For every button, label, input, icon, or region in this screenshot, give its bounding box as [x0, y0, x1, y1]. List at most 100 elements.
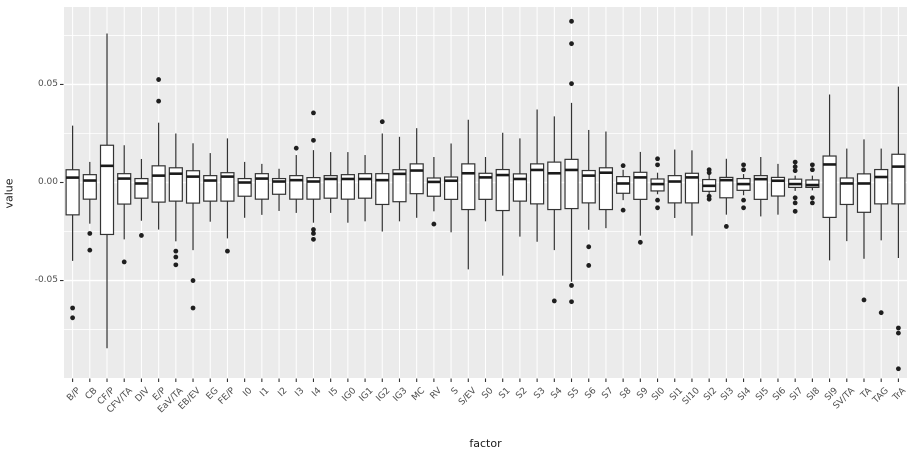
boxplot-outlier — [379, 119, 385, 125]
boxplot-box — [770, 176, 786, 197]
boxplot-outlier — [620, 207, 626, 213]
boxplot-box — [495, 168, 510, 212]
boxplot-outlier — [156, 77, 162, 82]
boxplot-outlier — [706, 170, 712, 176]
boxplot-outlier — [809, 200, 815, 206]
boxplot-outlier — [878, 310, 884, 316]
boxplot-outlier — [311, 110, 316, 116]
boxplot-outlier — [173, 262, 179, 268]
boxplot-outlier — [741, 205, 746, 211]
boxplot-outlier — [586, 263, 592, 268]
boxplot-box — [805, 179, 820, 189]
boxplot-outlier — [311, 137, 316, 143]
boxplot-box — [616, 176, 631, 194]
boxplot-box — [478, 172, 493, 200]
boxplot-outlier — [637, 239, 643, 245]
boxplot-outlier — [173, 248, 179, 254]
boxplot-outlier — [121, 259, 127, 265]
boxplot-box — [856, 173, 872, 213]
boxplot-outlier — [311, 227, 316, 232]
boxplot-box — [822, 155, 837, 219]
boxplot-box — [357, 173, 373, 199]
boxplot-box — [203, 175, 218, 202]
boxplot-outlier — [431, 221, 437, 227]
boxplot-outlier — [809, 162, 815, 168]
boxplot-outlier — [156, 98, 162, 104]
boxplot-box — [581, 169, 596, 204]
y-tick-label: 0.05 — [37, 78, 58, 89]
boxplot-outlier — [620, 163, 626, 169]
boxplot-outlier — [225, 248, 230, 254]
boxplot-box — [392, 169, 407, 203]
boxplot-outlier — [655, 162, 660, 168]
boxplot-box — [839, 177, 854, 206]
boxplot-box — [530, 163, 545, 205]
boxplot-box — [220, 172, 235, 202]
boxplot-outlier — [792, 164, 798, 170]
boxplot-outlier — [895, 366, 901, 372]
boxplot-box — [185, 170, 201, 204]
boxplot-outlier — [655, 197, 660, 203]
boxplot-box — [891, 153, 906, 205]
boxplot-outlier — [809, 195, 815, 201]
boxplot-outlier — [569, 41, 574, 47]
boxplot-box — [633, 171, 648, 200]
boxplot-box — [598, 167, 614, 211]
boxplot-outlier — [723, 224, 729, 229]
boxplot-outlier — [655, 156, 660, 162]
boxplot-box — [512, 173, 528, 202]
boxplot-outlier — [551, 298, 557, 304]
boxplot-box — [306, 176, 321, 200]
boxplot-box — [151, 165, 166, 203]
boxplot-box — [134, 177, 149, 199]
boxplot-outlier — [586, 244, 592, 250]
boxplot-box — [667, 175, 682, 204]
boxplot-box — [117, 173, 132, 205]
boxplot-box — [684, 172, 700, 204]
boxplot-outlier — [569, 299, 574, 305]
boxplot-outlier — [70, 305, 76, 311]
boxplot-box — [340, 174, 355, 200]
boxplot-box — [547, 161, 562, 211]
boxplot-outlier — [139, 233, 144, 238]
boxplot-box — [323, 175, 338, 199]
boxplot-outlier — [293, 145, 299, 151]
y-tick-label: 0.00 — [37, 176, 58, 187]
boxplot-box — [289, 175, 304, 200]
boxplot-outlier — [861, 297, 867, 303]
boxplot-outlier — [190, 278, 196, 283]
boxplot-box — [409, 163, 424, 195]
boxplot-box — [375, 173, 390, 206]
boxplot-outlier — [87, 231, 93, 236]
y-tick-label: -0.05 — [34, 275, 58, 286]
boxplot-outlier — [792, 159, 798, 165]
boxplot-outlier — [569, 283, 574, 288]
boxplot-outlier — [655, 205, 660, 211]
boxplot-box — [254, 173, 269, 200]
boxplot-box — [65, 169, 80, 216]
boxplot-outlier — [792, 168, 798, 174]
boxplot-outlier — [741, 197, 746, 203]
boxplot-outlier — [569, 81, 574, 87]
boxplot-box — [99, 144, 115, 236]
boxplot-outlier — [792, 208, 798, 214]
boxplot-box — [874, 168, 889, 205]
boxplot-outlier — [741, 162, 746, 168]
boxplot-outlier — [792, 195, 798, 201]
boxplot-box — [719, 176, 734, 199]
boxplot-box — [564, 158, 579, 210]
x-axis-title: factor — [469, 437, 502, 450]
boxplot-outlier — [809, 167, 815, 173]
boxplot-outlier — [173, 254, 179, 260]
boxplot-outlier — [87, 247, 93, 253]
boxplot-outlier — [741, 167, 746, 173]
boxplot-outlier — [311, 236, 316, 242]
y-axis-title: value — [2, 178, 16, 209]
boxplot-outlier — [895, 330, 901, 336]
boxplot-outlier — [70, 315, 76, 321]
boxplot-box — [82, 174, 97, 200]
boxplot-box — [443, 176, 459, 200]
boxplot-box — [168, 167, 183, 202]
